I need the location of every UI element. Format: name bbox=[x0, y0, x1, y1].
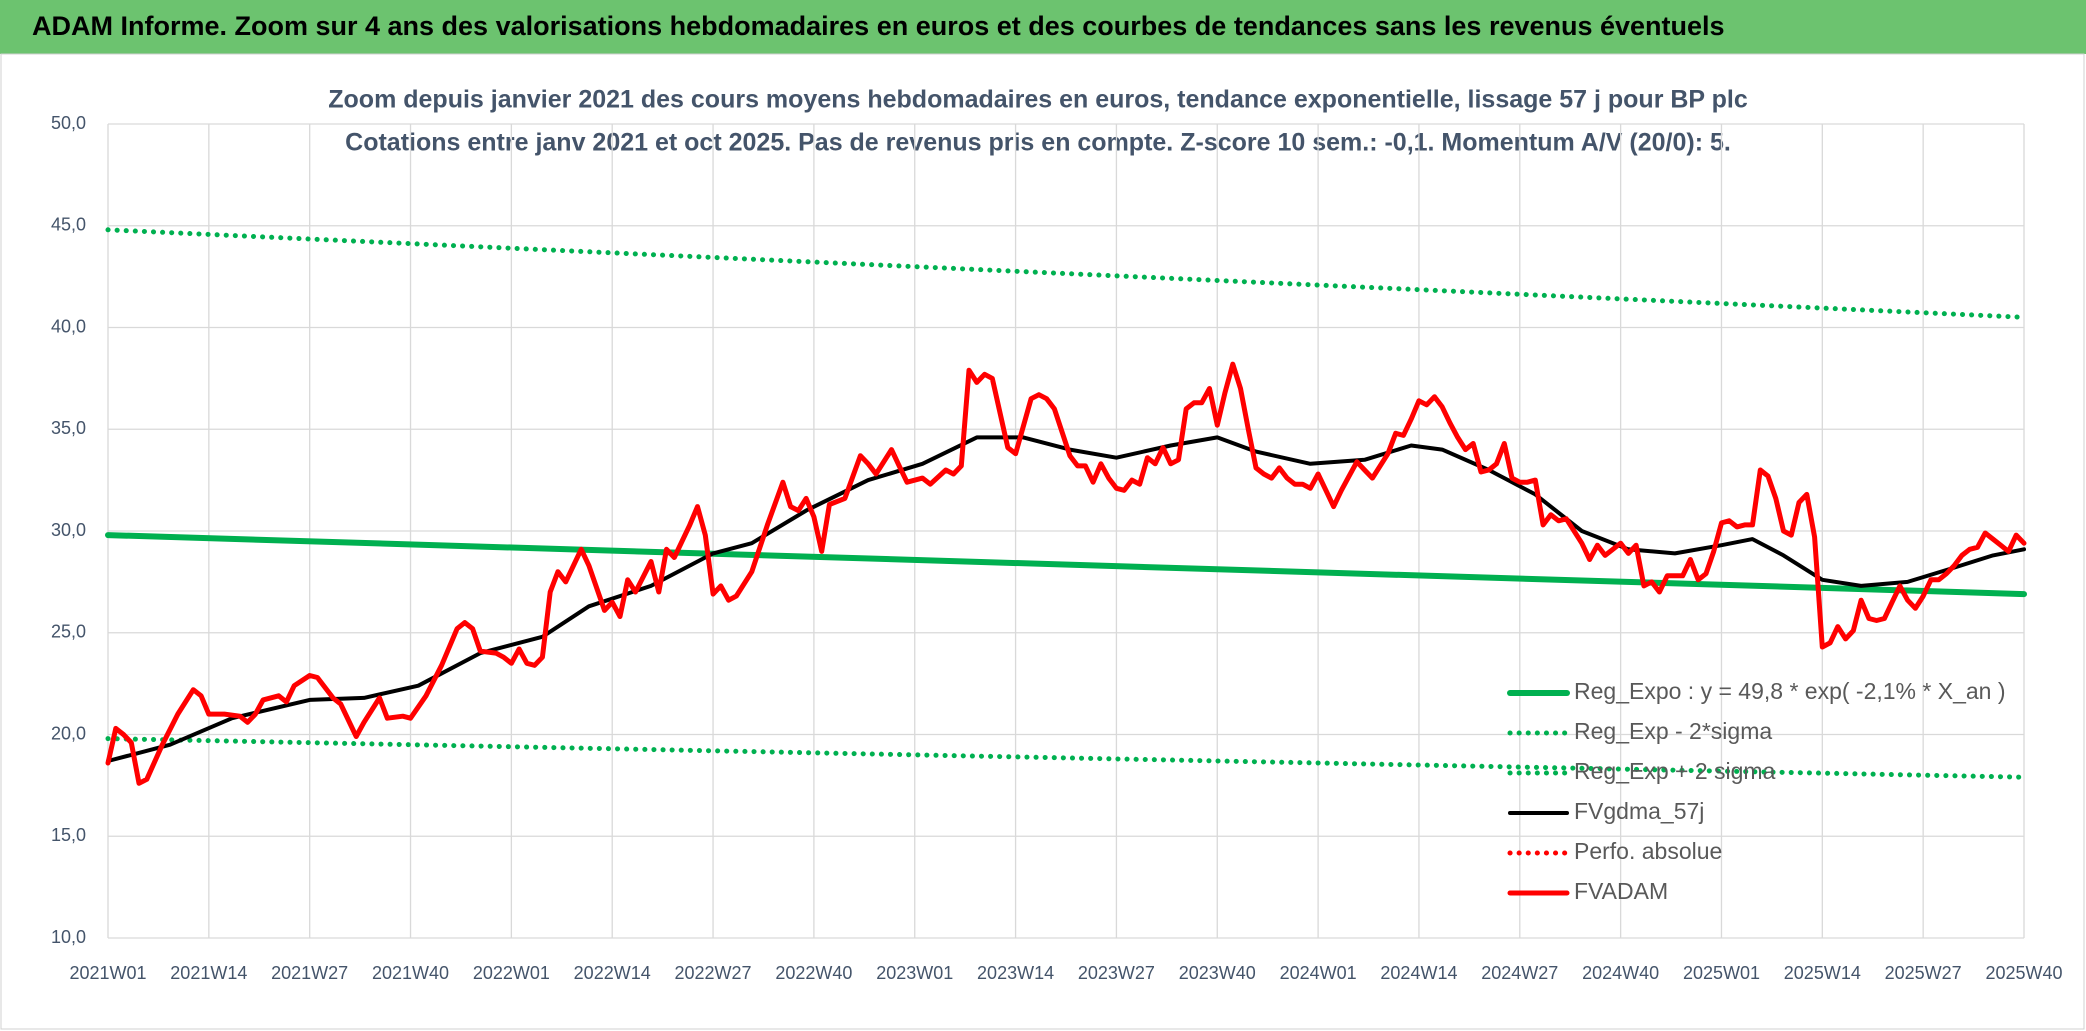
y-tick-label: 15,0 bbox=[51, 825, 86, 845]
x-tick-label: 2023W40 bbox=[1179, 963, 1256, 983]
subtitle: Cotations entre janv 2021 et oct 2025. P… bbox=[345, 129, 1731, 157]
series-line bbox=[106, 435, 2026, 763]
x-tick-label: 2025W14 bbox=[1784, 963, 1861, 983]
x-tick-label: 2023W14 bbox=[977, 963, 1054, 983]
x-tick-label: 2022W27 bbox=[675, 963, 752, 983]
legend-label: Perfo. absolue bbox=[1574, 838, 1722, 864]
legend-label: Reg_Expo : y = 49,8 * exp( -2,1% * X_an … bbox=[1574, 678, 2006, 704]
x-tick-label: 2024W01 bbox=[1280, 963, 1357, 983]
x-tick-label: 2023W01 bbox=[876, 963, 953, 983]
x-tick-label: 2022W40 bbox=[775, 963, 852, 983]
x-tick-label: 2021W40 bbox=[372, 963, 449, 983]
title-bar bbox=[0, 0, 2086, 54]
series-line bbox=[105, 227, 2027, 320]
x-tick-label: 2023W27 bbox=[1078, 963, 1155, 983]
y-tick-label: 25,0 bbox=[51, 622, 86, 642]
y-tick-label: 45,0 bbox=[51, 215, 86, 235]
series-line bbox=[105, 736, 2027, 780]
y-tick-label: 40,0 bbox=[51, 316, 86, 336]
series-line bbox=[105, 532, 2027, 598]
subtitle: Zoom depuis janvier 2021 des cours moyen… bbox=[328, 86, 1748, 114]
x-tick-label: 2021W14 bbox=[170, 963, 247, 983]
x-tick-label: 2021W27 bbox=[271, 963, 348, 983]
x-tick-label: 2021W01 bbox=[69, 963, 146, 983]
x-tick-label: 2024W27 bbox=[1481, 963, 1558, 983]
x-tick-label: 2025W27 bbox=[1885, 963, 1962, 983]
x-tick-label: 2025W40 bbox=[1985, 963, 2062, 983]
x-tick-label: 2022W14 bbox=[574, 963, 651, 983]
y-tick-label: 35,0 bbox=[51, 418, 86, 438]
chart-title: ADAM Informe. Zoom sur 4 ans des valoris… bbox=[32, 11, 1725, 41]
x-tick-label: 2024W40 bbox=[1582, 963, 1659, 983]
x-tick-label: 2024W14 bbox=[1380, 963, 1457, 983]
y-tick-label: 20,0 bbox=[51, 723, 86, 743]
y-tick-label: 10,0 bbox=[51, 927, 86, 947]
y-tick-label: 50,0 bbox=[51, 113, 86, 133]
legend-label: FVADAM bbox=[1574, 878, 1668, 904]
legend-label: Reg_Exp + 2 sigma bbox=[1574, 758, 1776, 784]
series-line bbox=[105, 361, 2027, 786]
legend-label: Reg_Exp - 2*sigma bbox=[1574, 718, 1772, 744]
y-tick-label: 30,0 bbox=[51, 520, 86, 540]
x-tick-label: 2022W01 bbox=[473, 963, 550, 983]
legend-label: FVgdma_57j bbox=[1574, 798, 1704, 824]
x-tick-label: 2025W01 bbox=[1683, 963, 1760, 983]
